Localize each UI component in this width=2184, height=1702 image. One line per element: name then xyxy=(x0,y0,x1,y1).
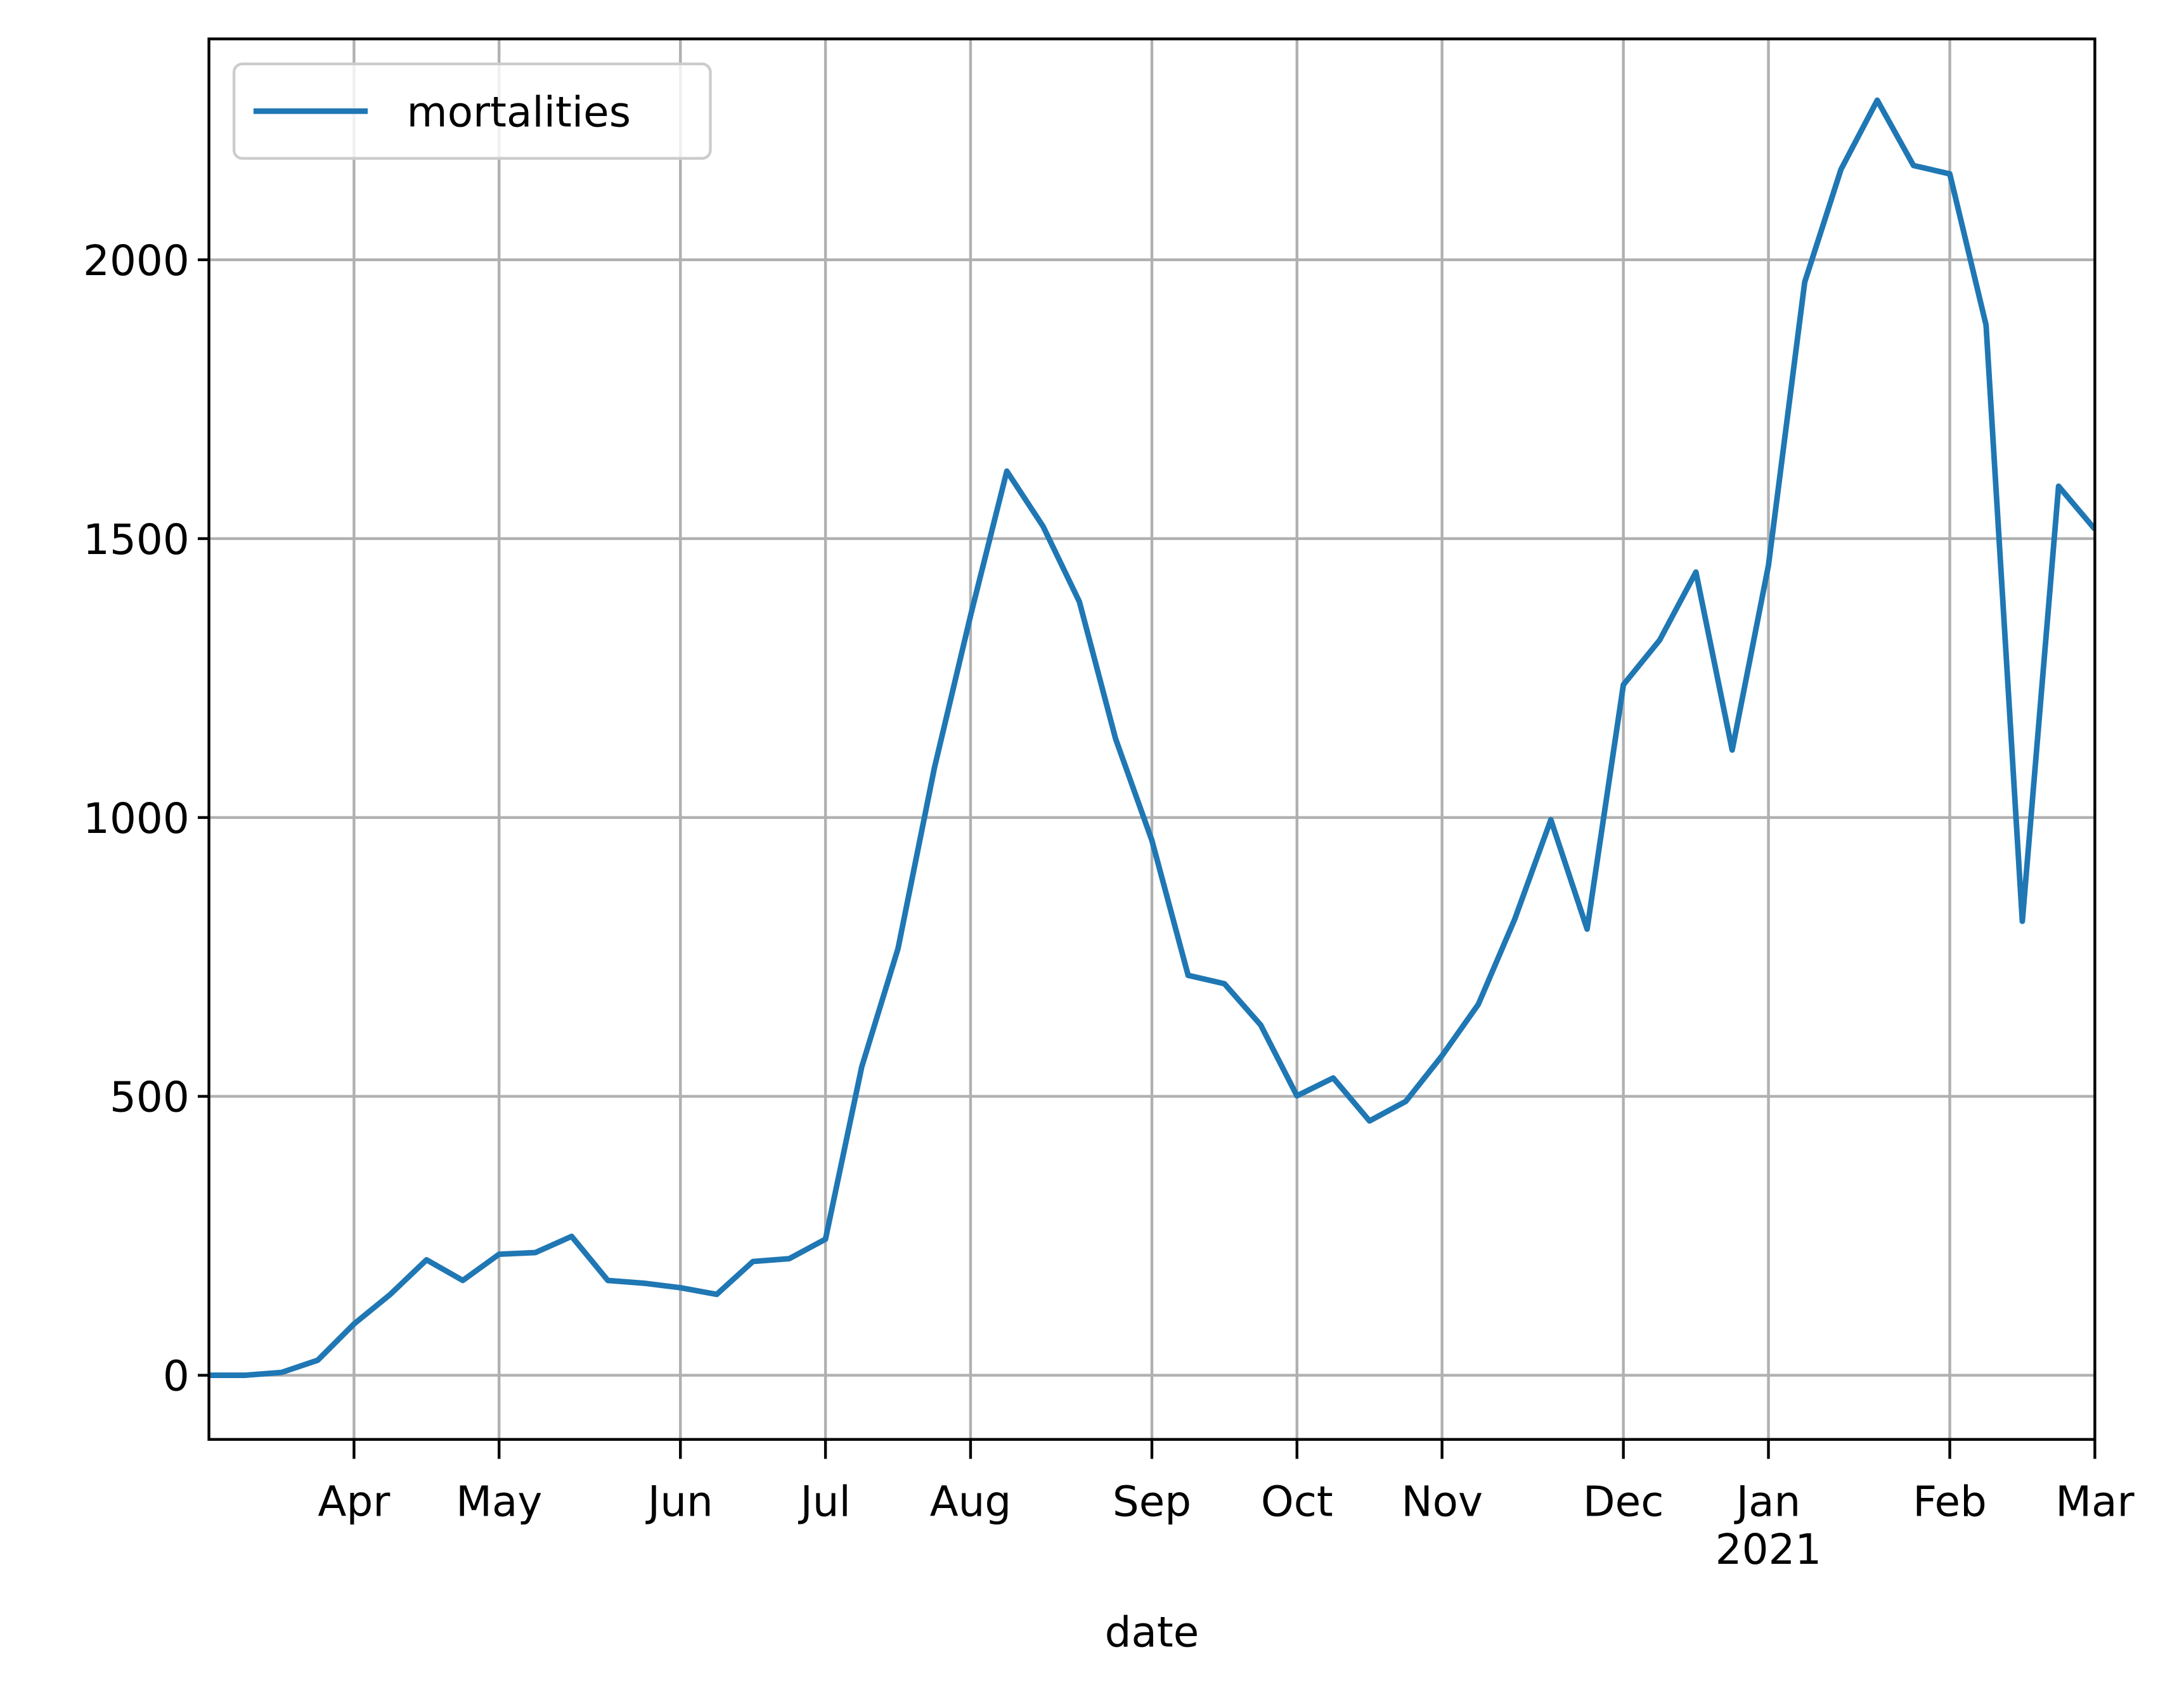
y-tick-label: 1500 xyxy=(83,515,190,564)
y-tick-label: 2000 xyxy=(83,236,190,285)
y-tick-label: 0 xyxy=(163,1352,190,1401)
x-tick-label: Mar xyxy=(2055,1477,2135,1526)
y-tick-label: 500 xyxy=(110,1073,190,1122)
plot-frame xyxy=(207,37,2097,1441)
x-tick-label: Jun xyxy=(645,1477,713,1526)
x-tick-label: Nov xyxy=(1401,1477,1483,1526)
x-tick-label: Feb xyxy=(1913,1477,1987,1526)
x-tick-label: May xyxy=(456,1477,542,1526)
legend-label: mortalities xyxy=(407,88,631,137)
x-tick-label: Jul xyxy=(798,1477,851,1526)
legend: mortalities xyxy=(232,62,712,160)
x-tick-label: Oct xyxy=(1261,1477,1333,1526)
x-tick-label: Sep xyxy=(1113,1477,1191,1526)
x-tick-label: Dec xyxy=(1583,1477,1664,1526)
y-tick-label: 1000 xyxy=(83,794,190,843)
x-axis-label: date xyxy=(1105,1608,1199,1656)
x-tick-label: Apr xyxy=(318,1477,391,1526)
x-tick-label: Aug xyxy=(930,1477,1012,1526)
x-tick-label: Jan 2021 xyxy=(1716,1477,1822,1574)
legend-box xyxy=(232,62,712,160)
line-series xyxy=(209,97,2095,1378)
